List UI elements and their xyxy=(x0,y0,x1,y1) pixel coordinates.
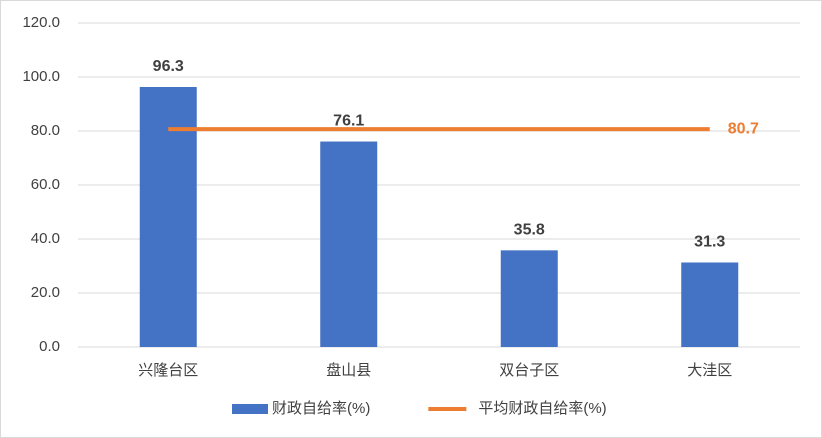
bar xyxy=(500,250,558,347)
value-label: 80.7 xyxy=(728,120,759,137)
y-tick-label: 80.0 xyxy=(31,122,60,139)
legend-swatch xyxy=(232,404,268,414)
y-tick-label: 100.0 xyxy=(22,68,60,85)
value-label: 96.3 xyxy=(153,58,184,75)
value-label: 76.1 xyxy=(333,113,364,130)
bar xyxy=(320,141,378,347)
y-tick-label: 120.0 xyxy=(22,14,60,31)
x-tick-label: 盘山县 xyxy=(326,361,371,379)
bar xyxy=(139,86,197,348)
x-tick-label: 大洼区 xyxy=(687,362,732,379)
value-label: 31.3 xyxy=(694,234,725,251)
x-tick-label: 兴隆台区 xyxy=(138,362,198,379)
y-tick-label: 20.0 xyxy=(31,284,60,301)
y-tick-label: 60.0 xyxy=(31,176,60,193)
x-tick-label: 双台子区 xyxy=(499,362,559,379)
value-label: 35.8 xyxy=(514,222,545,239)
legend-label: 平均财政自给率(%) xyxy=(478,400,606,417)
bar xyxy=(681,262,739,347)
y-tick-label: 0.0 xyxy=(39,338,60,355)
y-tick-label: 40.0 xyxy=(31,230,60,247)
legend-label: 财政自给率(%) xyxy=(272,400,370,417)
